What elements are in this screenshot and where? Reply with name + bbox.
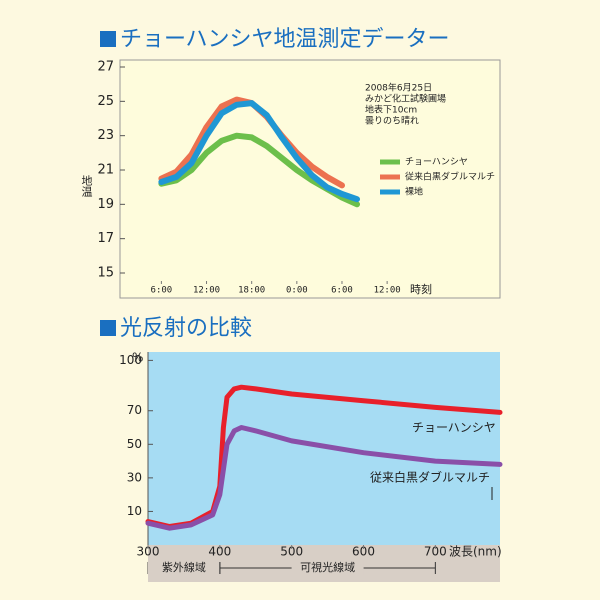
x-tick-label: 500 [280,545,303,559]
chart-title: 光反射の比較 [120,316,252,341]
y-tick-label: 50 [127,437,142,451]
series-label: チョーハンシヤ [412,421,496,435]
y-tick-label: 10 [127,504,142,518]
annotation: 曇りのち晴れ [365,115,419,127]
series-line [145,425,503,531]
y-tick-label: 27 [97,60,114,75]
x-tick-label: 600 [352,545,375,559]
y-tick-label: 70 [127,403,142,417]
series-label: 従来白黒ダブルマルチ [370,470,490,485]
label-bg [291,561,364,575]
y-tick-label: 21 [97,163,114,178]
annotation: みかど化工試験圃場 [365,93,446,105]
y-axis-label: 地温 [80,175,93,197]
title-marker [100,320,116,336]
y-tick-label: 15 [97,266,114,281]
annotation: 2008年6月25日 [365,82,432,94]
annotation: 地表下10cm [365,104,417,116]
legend-label: 従来白黒ダブルマルチ [405,171,495,183]
y-tick-label: 17 [97,231,114,246]
x-axis-label: 波長(nm) [449,545,502,559]
x-tick-label: 12:00 [193,286,220,296]
region-label: 可視光線域 [300,560,355,574]
x-tick-label: 400 [208,545,231,559]
x-tick-label: 6:00 [331,286,353,296]
chart-title: チョーハンシヤ地温測定データー [120,27,450,52]
legend-label: チョーハンシヤ [405,157,468,168]
y-tick-label: 23 [97,128,114,143]
y-tick-label: 25 [97,94,114,109]
legend-label: 裸地 [405,186,423,198]
y-tick-label: 100 [119,353,142,367]
y-tick-label: 19 [97,197,114,212]
series-line [158,100,360,203]
x-tick-label: 12:00 [374,286,401,296]
x-axis-label: 時刻 [410,282,432,296]
x-tick-label: 18:00 [238,286,265,296]
x-tick-label: 0:00 [286,286,308,296]
x-tick-label: 300 [137,545,160,559]
x-tick-label: 700 [424,545,447,559]
x-tick-label: 6:00 [151,286,173,296]
label-bg [147,561,220,575]
region-label: 紫外線域 [162,560,206,574]
title-marker [100,31,116,47]
y-axis-label: % [132,351,143,365]
y-tick-label: 30 [127,470,142,484]
